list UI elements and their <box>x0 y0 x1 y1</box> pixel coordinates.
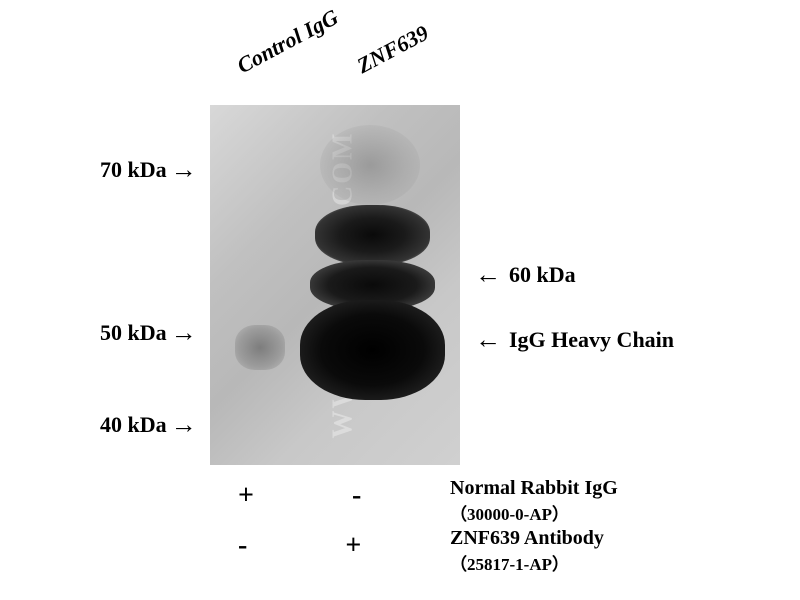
marker-60kda-label: ← 60 kDa <box>475 260 576 290</box>
arrow-left-icon: ← <box>475 325 501 355</box>
antibody-code: （30000-0-AP） <box>450 500 618 525</box>
marker-igg-heavy-label: ← IgG Heavy Chain <box>475 325 674 355</box>
marker-label: 50 kDa <box>100 320 167 346</box>
marker-label: 60 kDa <box>509 262 576 288</box>
western-blot-image: WWW.PTGLAB.COM <box>210 105 460 465</box>
marker-label: 40 kDa <box>100 412 167 438</box>
arrow-left-icon: ← <box>475 260 501 290</box>
marker-50kda: 50 kDa → <box>100 318 197 348</box>
lane-label-target: ZNF639 <box>353 20 433 79</box>
row-2-symbols: - + <box>238 530 361 562</box>
marker-label: IgG Heavy Chain <box>509 327 674 353</box>
antibody-label-1: Normal Rabbit IgG （30000-0-AP） <box>450 477 618 525</box>
band-control-igg <box>235 325 285 370</box>
lane-label-control: Control IgG <box>233 4 343 79</box>
antibody-code: （25817-1-AP） <box>450 550 604 575</box>
figure-container: Control IgG ZNF639 WWW.PTGLAB.COM 70 kDa… <box>0 0 800 600</box>
marker-40kda: 40 kDa → <box>100 410 197 440</box>
symbol-plus: + <box>238 480 254 512</box>
symbol-minus: - <box>238 530 247 562</box>
blot-smear <box>320 125 420 205</box>
band-upper <box>315 205 430 265</box>
marker-70kda: 70 kDa → <box>100 155 197 185</box>
arrow-right-icon: → <box>171 318 197 348</box>
band-igg-heavy-chain <box>300 300 445 400</box>
arrow-right-icon: → <box>171 155 197 185</box>
marker-label: 70 kDa <box>100 157 167 183</box>
antibody-label-2: ZNF639 Antibody （25817-1-AP） <box>450 527 604 575</box>
symbol-minus: - <box>352 480 361 512</box>
arrow-right-icon: → <box>171 410 197 440</box>
antibody-name: Normal Rabbit IgG <box>450 477 618 500</box>
row-1-symbols: + - <box>238 480 361 512</box>
symbol-plus: + <box>345 530 361 562</box>
antibody-name: ZNF639 Antibody <box>450 527 604 550</box>
